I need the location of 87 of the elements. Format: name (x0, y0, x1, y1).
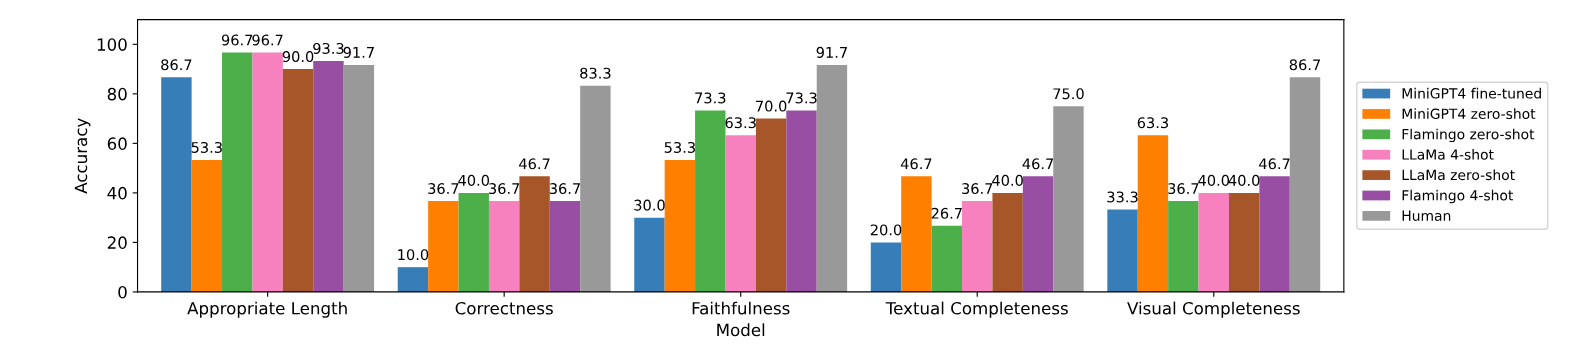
data-label: 46.7 (1259, 158, 1290, 170)
data-label: 40.0 (1198, 174, 1230, 186)
bar (1228, 192, 1260, 292)
bar (992, 192, 1023, 292)
legend-label: MiniGPT4 zero-shot (1402, 108, 1536, 120)
y-tick-label: 60 (107, 137, 127, 150)
bar (634, 217, 665, 292)
bar (519, 176, 550, 292)
bar (695, 110, 726, 292)
bar (755, 118, 787, 292)
bar (725, 135, 756, 292)
y-axis-title: Accuracy (74, 118, 91, 194)
data-label: 36.7 (549, 183, 580, 195)
data-label: 33.3 (1107, 191, 1138, 203)
y-tick-label: 20 (107, 236, 127, 249)
bar (1198, 192, 1229, 292)
y-tick-label: 40 (107, 186, 127, 200)
legend-label: LLaMa zero-shot (1402, 169, 1515, 181)
data-label: 53.3 (191, 141, 222, 153)
bar (428, 201, 459, 292)
x-tick-label: Faithfulness (692, 301, 790, 315)
bar (488, 201, 520, 292)
bar (870, 242, 902, 292)
bar (962, 201, 993, 292)
x-tick-label: Visual Completeness (1127, 301, 1300, 318)
bar (191, 159, 223, 292)
data-label: 36.7 (962, 183, 993, 195)
bar (1168, 201, 1199, 292)
bar (1137, 135, 1169, 292)
bar (282, 69, 314, 292)
bar (1053, 106, 1084, 292)
bar (1107, 209, 1138, 292)
x-tick-label: Textual Completeness (885, 301, 1068, 318)
bar (901, 176, 932, 292)
data-label: 73.3 (786, 92, 817, 104)
data-label: 91.7 (343, 46, 374, 58)
y-tick-label: 0 (118, 285, 127, 299)
data-label: 91.7 (816, 46, 847, 58)
bar (1289, 77, 1321, 292)
data-label: 86.7 (161, 59, 192, 71)
data-label: 63.3 (1137, 117, 1168, 129)
data-label: 36.7 (428, 183, 459, 195)
data-label: 73.3 (695, 92, 726, 104)
bar (161, 77, 192, 292)
bar (816, 64, 848, 292)
bar (664, 159, 696, 292)
data-label: 53.3 (664, 141, 695, 153)
data-label: 46.7 (519, 158, 550, 170)
legend-label: LLaMa 4-shot (1402, 149, 1494, 160)
bar (458, 192, 489, 292)
data-label: 70.0 (756, 100, 787, 112)
data-label: 83.3 (580, 67, 611, 79)
x-tick-label: Correctness (455, 301, 553, 315)
bar (222, 52, 253, 292)
data-label: 90.0 (282, 51, 314, 63)
data-label: 86.7 (1289, 59, 1320, 71)
bar (313, 60, 344, 292)
bar (252, 52, 283, 292)
data-label: 93.3 (313, 42, 344, 54)
data-label: 30.0 (634, 199, 665, 211)
legend-label: Human (1402, 210, 1451, 221)
legend-label: MiniGPT4 fine-tuned (1402, 87, 1541, 99)
y-tick-label: 100 (97, 38, 127, 51)
data-label: 36.7 (489, 183, 520, 195)
data-label: 96.7 (252, 34, 283, 46)
data-label: 36.7 (1168, 183, 1199, 195)
bar (1022, 176, 1054, 292)
bar (931, 225, 963, 292)
legend-label: Flamingo zero-shot (1402, 128, 1535, 143)
data-label: 40.0 (1228, 174, 1260, 186)
bar (1259, 176, 1290, 292)
data-label: 40.0 (992, 174, 1023, 186)
data-label: 46.7 (1022, 158, 1054, 170)
x-tick-label: Appropriate Length (187, 301, 347, 318)
x-axis-title: Model (717, 323, 765, 337)
data-label: 96.7 (221, 34, 253, 46)
bar (343, 64, 375, 292)
bar (397, 267, 429, 292)
legend-label: Flamingo 4-shot (1402, 189, 1514, 204)
bar (786, 110, 817, 292)
bar (549, 201, 581, 292)
bar (580, 85, 611, 292)
data-label: 40.0 (458, 174, 490, 186)
data-label: 46.7 (900, 158, 932, 170)
data-label: 63.3 (725, 117, 756, 129)
data-label: 75.0 (1053, 88, 1084, 100)
y-tick-label: 80 (107, 87, 127, 101)
